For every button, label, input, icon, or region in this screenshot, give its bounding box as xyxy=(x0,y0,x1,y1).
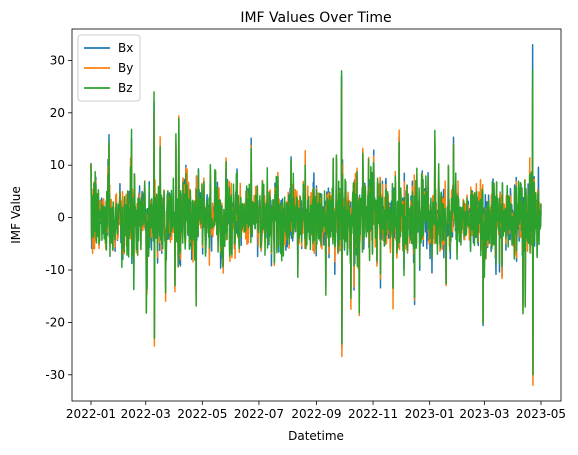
y-axis-label: IMF Value xyxy=(9,186,23,244)
x-tick-label: 2023-01 xyxy=(405,407,455,421)
legend-label-bz: Bz xyxy=(118,81,133,95)
y-tick-label: 10 xyxy=(50,158,65,172)
x-tick-label: 2023-05 xyxy=(516,407,566,421)
y-tick-label: -20 xyxy=(45,315,65,329)
x-tick-label: 2023-03 xyxy=(459,407,509,421)
x-tick-label: 2022-05 xyxy=(177,407,227,421)
x-axis: 2022-01 2022-03 2022-05 2022-07 2022-09 2022-… xyxy=(66,401,566,421)
x-axis-label: Datetime xyxy=(288,429,344,443)
series-line-bz xyxy=(90,70,542,376)
y-tick-label: -30 xyxy=(45,368,65,382)
y-tick-label: 0 xyxy=(57,211,65,225)
y-tick-label: -10 xyxy=(45,263,65,277)
legend: Bx By Bz xyxy=(77,34,141,102)
legend-label-by: By xyxy=(118,61,133,75)
y-tick-label: 20 xyxy=(50,106,65,120)
chart-title: IMF Values Over Time xyxy=(240,10,391,26)
y-axis: -30 -20 -10 0 10 20 30 xyxy=(45,53,72,382)
x-tick-label: 2022-07 xyxy=(234,407,284,421)
x-tick-label: 2022-01 xyxy=(66,407,116,421)
y-tick-label: 30 xyxy=(50,53,65,67)
x-tick-label: 2022-09 xyxy=(291,407,341,421)
legend-label-bx: Bx xyxy=(118,41,133,55)
x-tick-label: 2022-03 xyxy=(121,407,171,421)
x-tick-label: 2022-11 xyxy=(348,407,398,421)
